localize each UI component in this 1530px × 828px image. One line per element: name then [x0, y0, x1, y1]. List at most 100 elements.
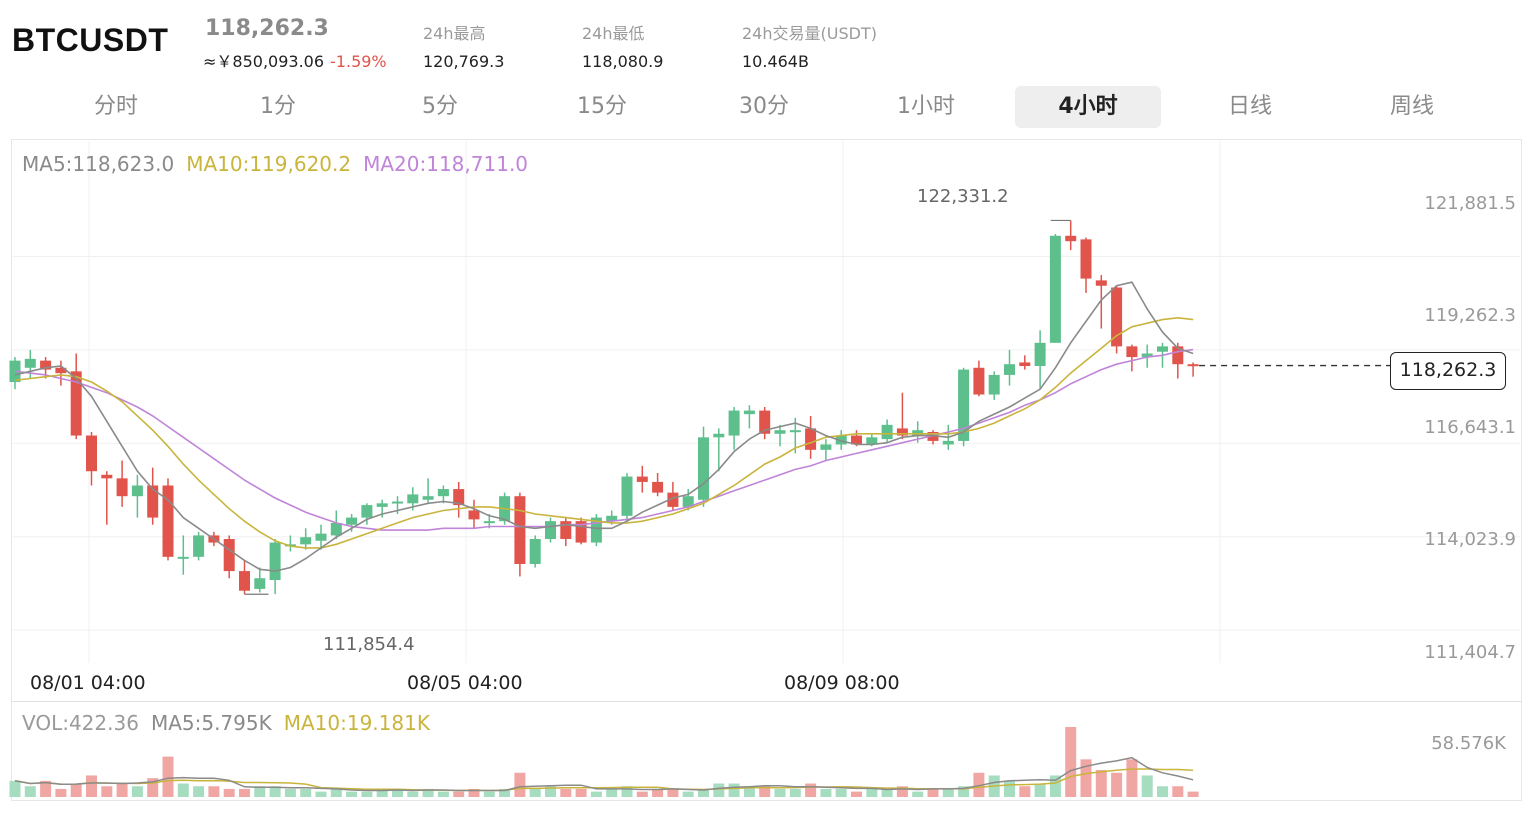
chart-min-label: 111,854.4 [323, 634, 415, 655]
candle-down [636, 476, 648, 482]
candle-up [621, 476, 633, 516]
volume-bar [70, 783, 82, 797]
volume-bar [927, 788, 939, 797]
candle-down [1172, 346, 1184, 365]
candle-down [70, 371, 82, 436]
volume-bar [131, 786, 143, 797]
legend-vol: VOL:422.36 [22, 711, 139, 735]
volume-bar [483, 791, 495, 797]
candle-up [529, 538, 541, 564]
cny-price: ≈￥850,093.06 [203, 52, 325, 71]
tab-30m[interactable]: 30分 [739, 94, 789, 119]
candle-down [1126, 346, 1138, 358]
volume-bar [743, 786, 755, 797]
tab-time-share[interactable]: 分时 [93, 94, 138, 119]
volume-bar [682, 791, 694, 797]
candle-down [560, 521, 572, 539]
candle-up [269, 542, 281, 581]
candle-down [514, 496, 526, 564]
volume-bar [208, 786, 220, 797]
candle-down [1065, 235, 1077, 242]
candle-up [392, 501, 403, 504]
volume-bar [896, 786, 908, 797]
volume-bar [40, 780, 52, 797]
change-percent: -1.59% [330, 52, 387, 71]
volume-bar [545, 786, 556, 797]
volume-bar [942, 788, 954, 797]
candle-up [713, 433, 725, 438]
candle-up [789, 430, 801, 433]
tab-1w[interactable]: 周线 [1389, 94, 1434, 119]
stat-24h-high: 24h最高 120,769.3 [423, 20, 504, 71]
volume-bar [116, 783, 128, 797]
volume-bar [789, 788, 801, 797]
candle-up [1004, 364, 1015, 375]
candle-up [361, 505, 373, 518]
volume-bar [560, 788, 572, 797]
volume-bar [254, 786, 266, 797]
candle-up [1034, 342, 1046, 366]
volume-bar [835, 788, 847, 797]
volume-bar [514, 772, 526, 797]
candle-up [330, 522, 342, 536]
volume-bar [86, 775, 97, 797]
volume-bar [621, 786, 633, 797]
legend-vol-ma10: MA10:19.181K [283, 711, 430, 735]
candle-up [682, 496, 694, 507]
candle-up [774, 430, 786, 434]
volume-divider [11, 701, 1522, 702]
volume-bar [1172, 786, 1184, 797]
candle-up [820, 444, 832, 450]
volume-bar [1019, 786, 1031, 797]
candle-up [942, 440, 954, 445]
volume-bar [652, 788, 664, 797]
volume-bar [361, 791, 373, 797]
tab-15m[interactable]: 15分 [577, 94, 627, 119]
tab-1d[interactable]: 日线 [1227, 94, 1272, 119]
candle-up [743, 410, 755, 415]
volume-bar [9, 780, 21, 797]
stat-label: 24h交易量(USDT) [742, 24, 877, 43]
volume-bar [606, 788, 618, 797]
volume-bar [1049, 775, 1061, 797]
tab-1h[interactable]: 1小时 [897, 94, 955, 119]
candle-up [315, 533, 327, 541]
legend-vol-ma5: MA5:5.795K [150, 711, 272, 735]
x-axis-label: 08/01 04:00 [30, 672, 146, 694]
volume-bar [499, 788, 511, 797]
chart-area[interactable] [11, 139, 1522, 801]
candle-down [759, 410, 771, 434]
candle-up [131, 485, 143, 497]
candle-up [24, 358, 36, 368]
volume-bar [392, 788, 403, 797]
volume-bar [636, 791, 648, 797]
volume-bar [805, 783, 817, 797]
stat-value: 120,769.3 [423, 52, 505, 71]
ma-legend: MA5:118,623.0 MA10:119,620.2 MA20:118,711.… [22, 152, 540, 176]
volume-bar [973, 772, 985, 797]
ma20-line [14, 348, 1194, 531]
volume-bar [1187, 791, 1199, 797]
y-axis-label: 111,404.7 [1424, 642, 1516, 663]
candle-up [728, 410, 740, 436]
candle-down [116, 478, 128, 497]
vol-ma5-line [14, 756, 1194, 792]
volume-bar [407, 791, 419, 797]
tab-5m[interactable]: 5分 [422, 94, 458, 119]
volume-bar [1126, 759, 1138, 797]
ma5-line [14, 281, 1194, 572]
candle-up [193, 535, 205, 557]
volume-bar [437, 791, 449, 797]
volume-bar [239, 788, 250, 797]
chart-max-label: 122,331.2 [917, 186, 1009, 207]
current-price-tag: 118,262.3 [1390, 352, 1506, 390]
tab-4h[interactable]: 4小时 [1015, 86, 1161, 128]
x-axis-label: 08/09 08:00 [784, 672, 900, 694]
candle-up [437, 489, 449, 497]
candle-down [1187, 364, 1199, 367]
candle-up [835, 435, 847, 445]
tab-1m[interactable]: 1分 [260, 94, 296, 119]
candle-up [177, 556, 189, 559]
stat-label: 24h最低 [582, 24, 645, 43]
